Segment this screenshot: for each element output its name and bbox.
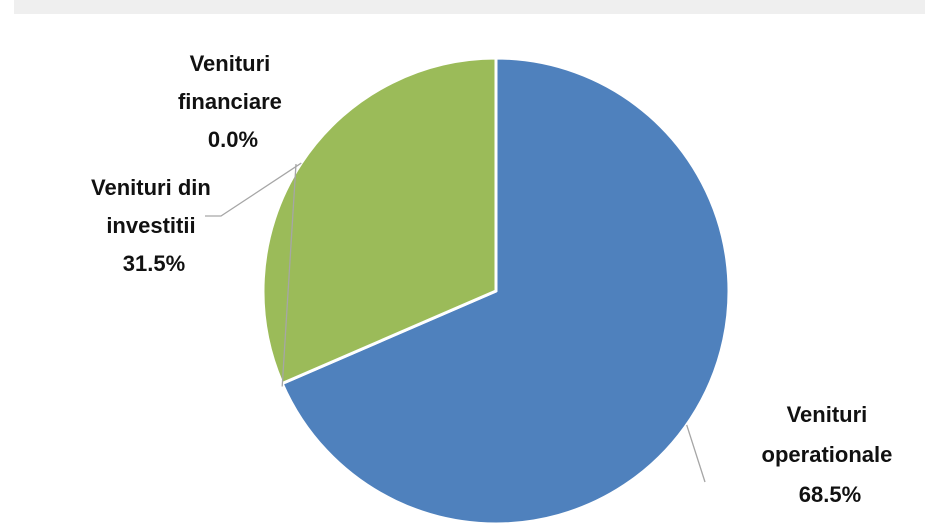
label-venituri-investitii: Venituri din investitii 31.5% bbox=[91, 175, 217, 276]
label-venituri-investitii-percent: 31.5% bbox=[123, 251, 185, 276]
top-band bbox=[14, 0, 925, 14]
label-venituri-investitii-line1: Venituri din bbox=[91, 175, 211, 200]
slice-venituri-operationale bbox=[280, 56, 731, 526]
leader-line-venituri-financiare bbox=[281, 163, 297, 387]
label-venituri-financiare-line2: financiare bbox=[178, 89, 282, 114]
label-venituri-operationale-line1: Venituri bbox=[787, 402, 868, 427]
slice-venituri-din-investitii bbox=[261, 56, 498, 386]
leader-line-venituri-operationale bbox=[686, 424, 706, 483]
leader-line-venituri-din-investitii bbox=[205, 162, 302, 217]
label-venituri-financiare-line1: Venituri bbox=[190, 51, 271, 76]
label-venituri-investitii-line2: investitii bbox=[106, 213, 195, 238]
label-venituri-operationale: Venituri operationale 68.5% bbox=[762, 402, 899, 507]
label-venituri-operationale-line2: operationale bbox=[762, 442, 893, 467]
label-venituri-financiare-percent: 0.0% bbox=[208, 127, 258, 152]
label-venituri-financiare: Venituri financiare 0.0% bbox=[178, 51, 288, 152]
pie-slices bbox=[261, 56, 731, 526]
leader-lines bbox=[205, 162, 706, 483]
label-venituri-operationale-percent: 68.5% bbox=[799, 482, 861, 507]
